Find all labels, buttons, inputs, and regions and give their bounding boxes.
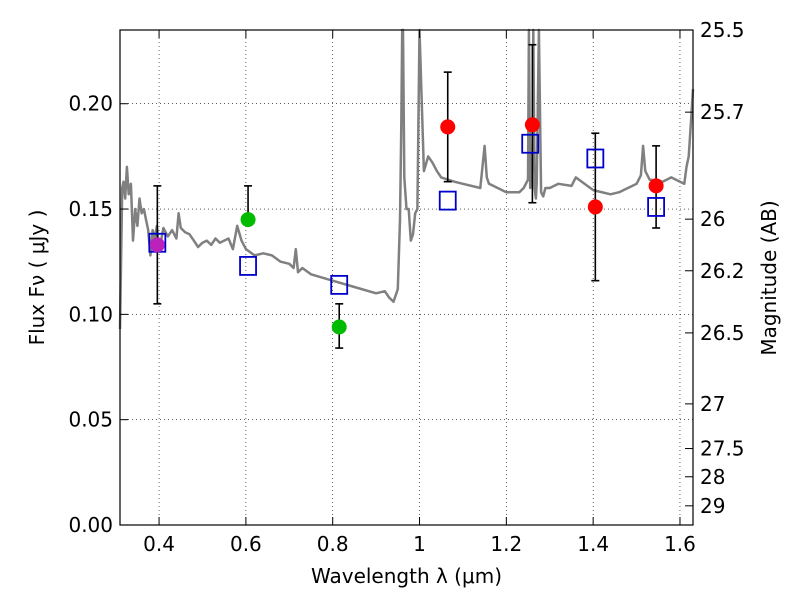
y-tick-label: 0.00 <box>68 513 113 537</box>
x-tick-label: 1.4 <box>577 532 609 556</box>
photometry-point <box>524 117 540 133</box>
y-tick-label: 0.20 <box>68 92 113 116</box>
right-tick-label: 25.5 <box>700 18 745 42</box>
x-tick-label: 0.6 <box>230 532 262 556</box>
spectrum-layer <box>118 28 695 330</box>
model-photometry-square <box>438 190 457 211</box>
ticks-layer: 0.4 0.6 0.8 1 1.2 1.4 1.6 0.00 0.05 0.10 0.15 0.20 2… <box>68 18 744 556</box>
x-tick-label: 0.4 <box>143 532 175 556</box>
y-tick-label: 0.10 <box>68 302 113 326</box>
photometry-point <box>149 237 165 253</box>
y-axis-label: Flux Fν ( μJy ) <box>25 210 49 346</box>
right-tick-label: 28 <box>700 465 725 489</box>
marks-layer <box>148 43 666 349</box>
right-tick-label: 29 <box>700 494 725 518</box>
x-tick-label: 1 <box>413 532 426 556</box>
x-tick-label: 0.8 <box>317 532 349 556</box>
photometry-point <box>587 199 603 215</box>
x-tick-label: 1.2 <box>490 532 522 556</box>
photometry-point <box>440 119 456 135</box>
model-photometry-square <box>521 133 540 154</box>
right-axis-label: Magnitude (AB) <box>757 200 781 355</box>
y-tick-label: 0.15 <box>68 197 113 221</box>
model-photometry-square <box>239 256 257 276</box>
plot-frame <box>119 29 694 526</box>
right-tick-label: 25.7 <box>700 100 745 124</box>
x-tick-label: 1.6 <box>664 532 696 556</box>
right-tick-label: 26 <box>700 207 725 231</box>
grid <box>120 30 693 526</box>
right-tick-label: 27.5 <box>700 437 745 461</box>
model-photometry-square <box>330 274 349 295</box>
model-photometry-square <box>647 197 666 217</box>
y-tick-label: 0.05 <box>68 408 113 432</box>
photometry-point <box>648 178 664 194</box>
x-axis-label: Wavelength λ (μm) <box>311 564 502 588</box>
right-tick-label: 26.2 <box>700 259 745 283</box>
right-tick-label: 26.5 <box>700 321 745 345</box>
right-tick-label: 27 <box>700 392 725 416</box>
photometry-point <box>240 212 256 228</box>
model-spectrum-line <box>118 28 695 330</box>
photometry-point <box>331 319 347 335</box>
model-photometry-square <box>586 148 605 169</box>
